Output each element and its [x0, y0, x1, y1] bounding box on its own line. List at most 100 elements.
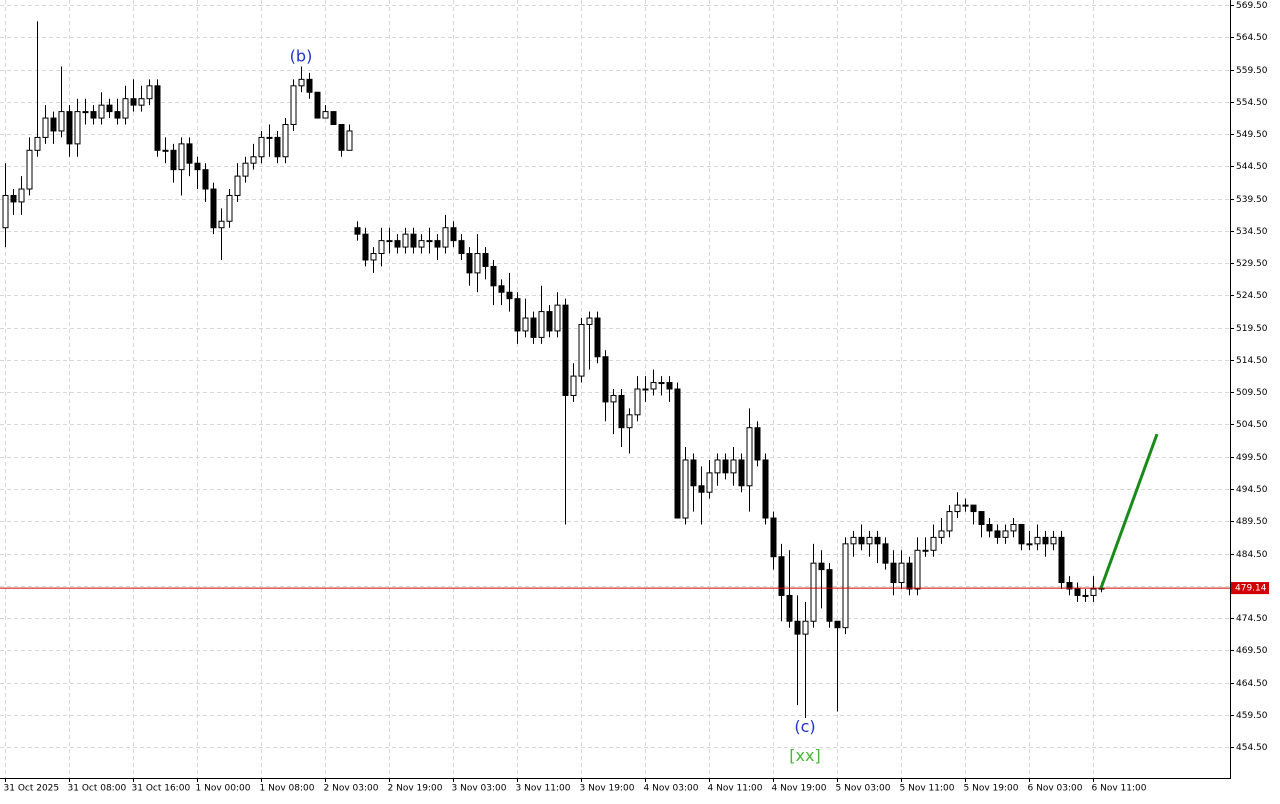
- candle-body: [90, 111, 97, 119]
- candle-body: [762, 459, 769, 519]
- candle: [354, 221, 361, 241]
- x-tick-label: 3 Nov 03:00: [452, 784, 507, 794]
- candle-body: [714, 459, 721, 474]
- candle-body: [1010, 523, 1017, 532]
- candle-body: [674, 388, 681, 519]
- candle-body: [306, 78, 313, 93]
- projection-line: [1099, 433, 1159, 589]
- candle-body: [770, 517, 777, 558]
- candle: [282, 118, 289, 164]
- candle: [794, 595, 801, 706]
- candle: [410, 227, 417, 254]
- candle-body: [458, 240, 465, 255]
- candle: [922, 537, 929, 557]
- candle-body: [754, 427, 761, 461]
- candle: [306, 72, 313, 99]
- candle-body: [738, 459, 745, 487]
- candle-body: [298, 78, 305, 87]
- candle: [226, 189, 233, 228]
- candle: [314, 91, 321, 119]
- candle: [738, 453, 745, 493]
- candle: [746, 408, 753, 512]
- candle: [2, 163, 9, 248]
- candle-body: [994, 530, 1001, 538]
- candle-body: [114, 111, 121, 119]
- candle-body: [426, 240, 433, 243]
- candle: [266, 124, 273, 157]
- candle-body: [1002, 530, 1009, 538]
- candle: [834, 620, 841, 712]
- candle: [186, 137, 193, 177]
- candle: [770, 511, 777, 570]
- candle: [18, 176, 25, 215]
- candle-body: [170, 149, 177, 171]
- candle-body: [18, 188, 25, 203]
- candle-body: [1058, 536, 1065, 584]
- candle-body: [706, 472, 713, 493]
- x-tick-label: 5 Nov 11:00: [900, 784, 955, 794]
- candle-body: [546, 311, 553, 332]
- candle: [106, 98, 113, 119]
- candle: [666, 376, 673, 402]
- candle: [658, 376, 665, 396]
- candle-body: [1026, 543, 1033, 546]
- candle-body: [586, 317, 593, 325]
- candle-body: [218, 220, 225, 229]
- candle: [994, 524, 1001, 544]
- candle: [322, 105, 329, 119]
- x-tick-label: 1 Nov 00:00: [196, 784, 251, 794]
- candle: [586, 311, 593, 370]
- x-tick-label: 31 Oct 16:00: [132, 784, 191, 794]
- candle: [1034, 524, 1041, 551]
- candle: [98, 92, 105, 125]
- candle-body: [554, 304, 561, 332]
- candle: [170, 143, 177, 183]
- candle: [946, 505, 953, 538]
- candle-body: [346, 130, 353, 151]
- candle: [594, 311, 601, 364]
- candle-body: [946, 511, 953, 532]
- candle-body: [538, 311, 545, 338]
- candle: [538, 285, 545, 344]
- candle: [554, 292, 561, 338]
- x-tick-label: 5 Nov 19:00: [964, 784, 1019, 794]
- x-tick-label: 6 Nov 11:00: [1092, 784, 1147, 794]
- candle-body: [162, 149, 169, 152]
- candle: [218, 208, 225, 260]
- y-tick-label: 464.50: [1236, 679, 1268, 689]
- candle-body: [578, 323, 585, 377]
- candle-body: [82, 111, 89, 114]
- x-tick-label: 3 Nov 19:00: [580, 784, 635, 794]
- candle: [986, 518, 993, 538]
- candle: [114, 98, 121, 125]
- candle-body: [282, 124, 289, 158]
- candle-body: [418, 240, 425, 248]
- y-tick-label: 509.50: [1236, 388, 1268, 398]
- candle: [234, 163, 241, 202]
- candle-body: [354, 227, 361, 235]
- candle: [954, 492, 961, 519]
- y-tick-label: 484.50: [1236, 550, 1268, 560]
- candle: [242, 156, 249, 183]
- candle: [698, 466, 705, 525]
- candle: [498, 279, 505, 306]
- candle-body: [1018, 523, 1025, 545]
- candle: [754, 421, 761, 467]
- candle-body: [146, 85, 153, 100]
- candle: [722, 453, 729, 480]
- x-tick-label: 6 Nov 03:00: [1028, 784, 1083, 794]
- candle: [58, 66, 65, 138]
- candle-body: [802, 620, 809, 635]
- candle: [34, 21, 41, 157]
- candle: [522, 298, 529, 338]
- y-tick-label: 544.50: [1236, 162, 1268, 172]
- candle: [578, 318, 585, 383]
- candle-body: [258, 136, 265, 158]
- candle: [906, 556, 913, 596]
- candle-body: [314, 91, 321, 119]
- x-tick-label: 5 Nov 03:00: [836, 784, 891, 794]
- candle: [50, 111, 57, 144]
- candle: [370, 247, 377, 273]
- candle: [682, 447, 689, 525]
